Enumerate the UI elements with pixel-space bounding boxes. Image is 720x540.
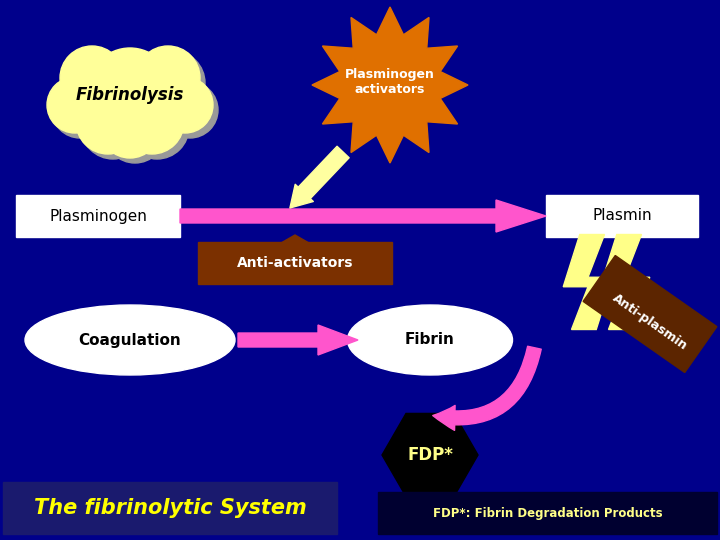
Text: Plasminogen: Plasminogen xyxy=(49,208,147,224)
Text: Fibrin: Fibrin xyxy=(405,333,455,348)
Circle shape xyxy=(105,103,165,163)
Circle shape xyxy=(136,46,200,110)
Circle shape xyxy=(60,46,124,110)
Polygon shape xyxy=(312,7,468,163)
FancyBboxPatch shape xyxy=(3,482,337,534)
Text: The fibrinolytic System: The fibrinolytic System xyxy=(34,498,307,518)
Text: Anti-activators: Anti-activators xyxy=(237,256,354,270)
Text: Fibrinolysis: Fibrinolysis xyxy=(76,86,184,104)
Circle shape xyxy=(162,82,218,138)
Circle shape xyxy=(141,51,205,115)
Polygon shape xyxy=(238,325,358,355)
Polygon shape xyxy=(281,235,309,243)
Circle shape xyxy=(120,90,184,154)
Circle shape xyxy=(65,51,129,115)
Circle shape xyxy=(88,48,172,132)
Text: Plasminogen
activators: Plasminogen activators xyxy=(345,68,435,96)
Circle shape xyxy=(47,77,103,133)
FancyBboxPatch shape xyxy=(198,242,392,284)
FancyBboxPatch shape xyxy=(583,255,717,373)
FancyBboxPatch shape xyxy=(546,195,698,237)
Polygon shape xyxy=(180,200,546,232)
Text: FDP*: Fibrin Degradation Products: FDP*: Fibrin Degradation Products xyxy=(433,507,663,519)
Circle shape xyxy=(125,95,189,159)
Text: Plasmin: Plasmin xyxy=(592,208,652,224)
Text: FDP*: FDP* xyxy=(407,446,453,464)
Circle shape xyxy=(157,77,213,133)
Circle shape xyxy=(76,90,140,154)
Polygon shape xyxy=(563,234,613,329)
Circle shape xyxy=(52,82,108,138)
Text: Anti-plasmin: Anti-plasmin xyxy=(610,291,690,353)
Text: Coagulation: Coagulation xyxy=(78,333,181,348)
Polygon shape xyxy=(600,234,649,329)
Circle shape xyxy=(100,98,160,158)
Ellipse shape xyxy=(25,305,235,375)
Circle shape xyxy=(81,95,145,159)
FancyBboxPatch shape xyxy=(16,195,180,237)
Circle shape xyxy=(93,53,177,137)
Polygon shape xyxy=(382,414,478,497)
Ellipse shape xyxy=(348,305,513,375)
FancyBboxPatch shape xyxy=(378,492,717,534)
